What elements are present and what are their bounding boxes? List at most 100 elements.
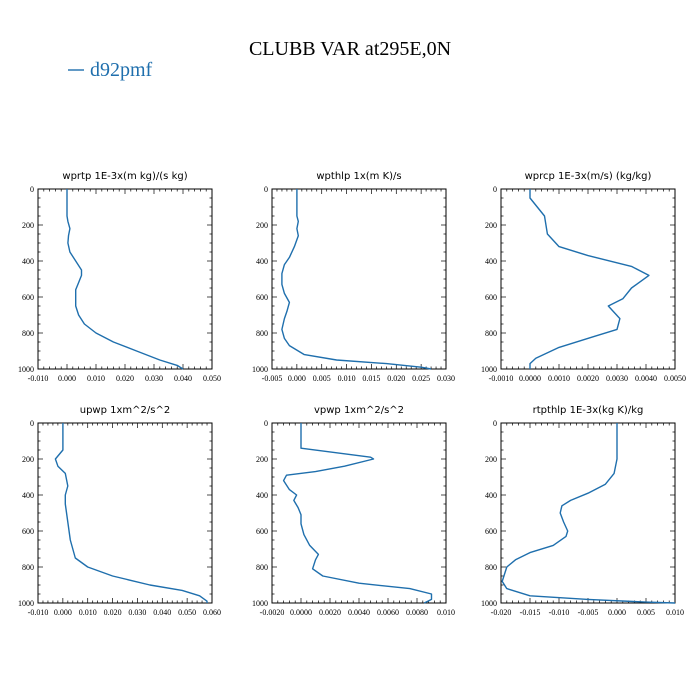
y-tick-label: 600 (22, 527, 34, 536)
panel-grid: wprtp 1E-3x(m kg)/(s kg) -0.010 0.000 0.010… (18, 171, 686, 617)
y-tick-label: 0 (30, 185, 34, 194)
y-tick-label: 1000 (481, 599, 497, 608)
x-tick-label: 0.000 (608, 608, 626, 617)
x-tick-label: -0.020 (491, 608, 512, 617)
chart-panel-3: wprcp 1E-3x(m/s) (kg/kg) -0.0010 0.0000 0.0… (481, 171, 686, 383)
x-tick-label: 0.010 (666, 608, 684, 617)
panel-title: wprtp 1E-3x(m kg)/(s kg) (62, 171, 187, 182)
panel-title: upwp 1xm^2/s^2 (80, 405, 170, 416)
y-tick-label: 0 (493, 419, 497, 428)
y-tick-label: 200 (256, 221, 268, 230)
x-tick-label: -0.0010 (489, 374, 514, 383)
x-tick-label: -0.010 (549, 608, 570, 617)
x-tick-label: 0.0020 (319, 608, 341, 617)
x-tick-label: 0.030 (145, 374, 163, 383)
y-tick-label: 600 (485, 293, 497, 302)
legend: d92pmf (68, 59, 153, 81)
x-tick-label: 0.0060 (377, 608, 399, 617)
y-tick-label: 200 (485, 221, 497, 230)
x-tick-label: 0.0050 (664, 374, 686, 383)
chart-panel-5: vpwp 1xm^2/s^2 -0.0020 0.0000 0.0020 0.0040 0… (252, 405, 455, 617)
x-tick-label: 0.005 (313, 374, 331, 383)
panel-title: wprcp 1E-3x(m/s) (kg/kg) (525, 171, 652, 182)
series-line-d92pmf (529, 189, 650, 369)
x-tick-label: 0.040 (153, 608, 171, 617)
x-tick-label: 0.015 (362, 374, 380, 383)
x-tick-label: 0.025 (412, 374, 430, 383)
y-tick-label: 800 (485, 329, 497, 338)
y-tick-label: 1000 (252, 599, 268, 608)
panel-title: wpthlp 1x(m K)/s (316, 171, 401, 182)
y-tick-label: 800 (485, 563, 497, 572)
y-tick-label: 200 (485, 455, 497, 464)
x-tick-label: 0.0000 (290, 608, 312, 617)
y-tick-label: 600 (256, 527, 268, 536)
x-tick-label: 0.000 (54, 608, 72, 617)
x-tick-label: 0.010 (87, 374, 105, 383)
y-tick-label: 800 (22, 563, 34, 572)
chart-panel-4: upwp 1xm^2/s^2 -0.010 0.000 0.010 0.020 0.030… (18, 405, 221, 617)
x-tick-label: 0.010 (338, 374, 356, 383)
y-tick-label: 0 (493, 185, 497, 194)
series-line-d92pmf (54, 423, 208, 603)
x-tick-label: -0.015 (520, 608, 541, 617)
x-tick-label: 0.000 (288, 374, 306, 383)
x-tick-label: 0.030 (128, 608, 146, 617)
x-tick-label: 0.020 (116, 374, 134, 383)
chart-panel-6: rtpthlp 1E-3x(kg K)/kg -0.020 -0.015 -0.010… (481, 405, 684, 617)
figure-title: CLUBB VAR at295E,0N (249, 38, 451, 60)
legend-label: d92pmf (90, 59, 153, 81)
x-tick-label: 0.010 (79, 608, 97, 617)
chart-panel-2: wpthlp 1x(m K)/s -0.005 0.000 0.005 0.010 0.0… (252, 171, 455, 383)
x-tick-label: -0.010 (28, 374, 49, 383)
x-tick-label: 0.050 (203, 374, 221, 383)
y-tick-label: 800 (256, 563, 268, 572)
y-tick-label: 400 (256, 491, 268, 500)
series-line-d92pmf (282, 423, 433, 604)
x-tick-label: -0.005 (262, 374, 283, 383)
y-tick-label: 1000 (481, 365, 497, 374)
y-tick-label: 1000 (252, 365, 268, 374)
panel-title: vpwp 1xm^2/s^2 (314, 405, 404, 416)
x-tick-label: -0.010 (28, 608, 49, 617)
y-tick-label: 0 (264, 419, 268, 428)
y-tick-label: 200 (256, 455, 268, 464)
x-tick-label: 0.040 (174, 374, 192, 383)
y-tick-label: 800 (256, 329, 268, 338)
series-line-d92pmf (501, 423, 676, 604)
series-line-d92pmf (281, 189, 432, 370)
x-tick-label: 0.010 (437, 608, 455, 617)
x-tick-label: 0.0030 (606, 374, 628, 383)
x-tick-label: 0.050 (178, 608, 196, 617)
x-tick-label: 0.020 (387, 374, 405, 383)
x-tick-label: -0.0020 (260, 608, 285, 617)
x-tick-label: 0.0040 (348, 608, 370, 617)
y-tick-label: 0 (264, 185, 268, 194)
y-tick-label: 1000 (18, 365, 34, 374)
x-tick-label: 0.030 (437, 374, 455, 383)
x-tick-label: 0.0080 (406, 608, 428, 617)
y-tick-label: 400 (256, 257, 268, 266)
x-tick-label: 0.005 (637, 608, 655, 617)
x-tick-label: 0.060 (203, 608, 221, 617)
y-tick-label: 200 (22, 221, 34, 230)
chart-panel-1: wprtp 1E-3x(m kg)/(s kg) -0.010 0.000 0.010… (18, 171, 221, 383)
x-tick-label: 0.0020 (577, 374, 599, 383)
x-tick-label: 0.0000 (519, 374, 541, 383)
y-tick-label: 800 (22, 329, 34, 338)
y-tick-label: 0 (30, 419, 34, 428)
x-tick-label: -0.005 (578, 608, 599, 617)
y-tick-label: 400 (22, 491, 34, 500)
y-tick-label: 1000 (18, 599, 34, 608)
y-tick-label: 400 (22, 257, 34, 266)
y-tick-label: 600 (485, 527, 497, 536)
x-tick-label: 0.000 (58, 374, 76, 383)
series-line-d92pmf (66, 189, 184, 370)
panel-title: rtpthlp 1E-3x(kg K)/kg (533, 405, 644, 416)
x-tick-label: 0.0040 (635, 374, 657, 383)
y-tick-label: 600 (22, 293, 34, 302)
y-tick-label: 400 (485, 491, 497, 500)
x-tick-label: 0.020 (104, 608, 122, 617)
